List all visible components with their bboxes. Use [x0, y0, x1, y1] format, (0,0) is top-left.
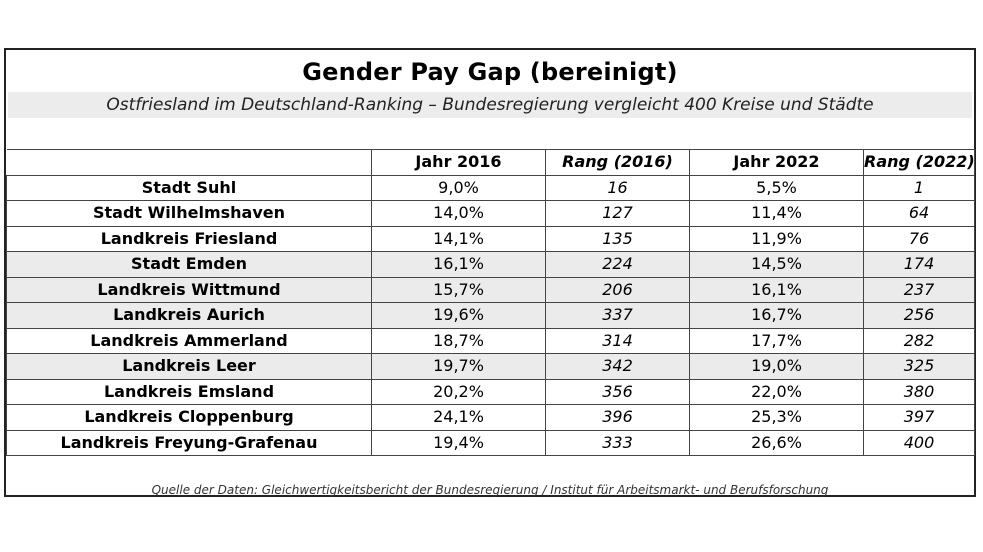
cell-rang-2022: 256 — [863, 302, 975, 329]
table-row: Stadt Suhl 9,0% 16 5,5% 1 — [6, 174, 975, 201]
cell-rang-2016: 333 — [545, 429, 690, 456]
cell-name: Landkreis Leer — [6, 353, 372, 380]
header-jahr-2022: Jahr 2022 — [689, 149, 864, 176]
cell-rang-2016: 342 — [545, 353, 690, 380]
cell-rang-2016: 314 — [545, 327, 690, 354]
cell-jahr-2016: 24,1% — [371, 404, 546, 431]
header-jahr-2016: Jahr 2016 — [371, 149, 546, 176]
cell-rang-2016: 396 — [545, 404, 690, 431]
chart-title: Gender Pay Gap (bereinigt) — [302, 58, 678, 86]
table-row: Landkreis Cloppenburg 24,1% 396 25,3% 397 — [6, 404, 975, 431]
cell-jahr-2022: 17,7% — [689, 327, 864, 354]
cell-rang-2022: 174 — [863, 251, 975, 278]
table-frame: Gender Pay Gap (bereinigt) Ostfriesland … — [4, 48, 976, 497]
cell-rang-2022: 1 — [863, 174, 975, 201]
cell-rang-2022: 400 — [863, 429, 975, 456]
subtitle-band — [8, 92, 972, 118]
cell-jahr-2016: 19,7% — [371, 353, 546, 380]
cell-jahr-2016: 19,6% — [371, 302, 546, 329]
cell-jahr-2022: 22,0% — [689, 378, 864, 405]
cell-jahr-2022: 25,3% — [689, 404, 864, 431]
cell-name: Stadt Suhl — [6, 174, 372, 201]
cell-rang-2022: 76 — [863, 225, 975, 252]
cell-jahr-2016: 15,7% — [371, 276, 546, 303]
cell-rang-2016: 16 — [545, 174, 690, 201]
chart-subtitle: Ostfriesland im Deutschland-Ranking – Bu… — [106, 95, 874, 115]
cell-rang-2022: 325 — [863, 353, 975, 380]
table-row: Landkreis Leer 19,7% 342 19,0% 325 — [6, 353, 975, 380]
cell-name: Landkreis Ammerland — [6, 327, 372, 354]
table-row: Landkreis Ammerland 18,7% 314 17,7% 282 — [6, 327, 975, 354]
table-row: Landkreis Freyung-Grafenau 19,4% 333 26,6% 4… — [6, 429, 975, 456]
header-empty — [6, 149, 372, 176]
cell-jahr-2022: 11,9% — [689, 225, 864, 252]
cell-jahr-2016: 14,0% — [371, 200, 546, 227]
cell-rang-2016: 135 — [545, 225, 690, 252]
cell-rang-2016: 127 — [545, 200, 690, 227]
cell-jahr-2016: 18,7% — [371, 327, 546, 354]
table-row: Landkreis Wittmund 15,7% 206 16,1% 237 — [6, 276, 975, 303]
cell-name: Landkreis Cloppenburg — [6, 404, 372, 431]
cell-jahr-2022: 11,4% — [689, 200, 864, 227]
cell-jahr-2016: 14,1% — [371, 225, 546, 252]
header-rang-2016: Rang (2016) — [545, 149, 690, 176]
cell-jahr-2022: 16,1% — [689, 276, 864, 303]
cell-jahr-2022: 16,7% — [689, 302, 864, 329]
cell-jahr-2022: 14,5% — [689, 251, 864, 278]
table-body: Stadt Suhl 9,0% 16 5,5% 1 Stadt Wilhelmshaven… — [6, 174, 975, 456]
table-row: Stadt Wilhelmshaven 14,0% 127 11,4% 64 — [6, 200, 975, 227]
source-note: Quelle der Daten: Gleichwertigkeitsberic… — [151, 483, 829, 497]
table-header-row: Jahr 2016 Rang (2016) Jahr 2022 Rang (20… — [6, 149, 975, 176]
header-rang-2022: Rang (2022) — [863, 149, 975, 176]
table-row: Landkreis Aurich 19,6% 337 16,7% 256 — [6, 302, 975, 329]
cell-rang-2022: 237 — [863, 276, 975, 303]
table-row: Stadt Emden 16,1% 224 14,5% 174 — [6, 251, 975, 278]
cell-rang-2022: 64 — [863, 200, 975, 227]
cell-jahr-2016: 20,2% — [371, 378, 546, 405]
cell-rang-2022: 282 — [863, 327, 975, 354]
cell-name: Stadt Emden — [6, 251, 372, 278]
cell-name: Landkreis Friesland — [6, 225, 372, 252]
cell-jahr-2016: 16,1% — [371, 251, 546, 278]
cell-rang-2022: 380 — [863, 378, 975, 405]
cell-jahr-2022: 19,0% — [689, 353, 864, 380]
cell-name: Stadt Wilhelmshaven — [6, 200, 372, 227]
cell-rang-2016: 356 — [545, 378, 690, 405]
cell-name: Landkreis Emsland — [6, 378, 372, 405]
table-row: Landkreis Emsland 20,2% 356 22,0% 380 — [6, 378, 975, 405]
cell-rang-2016: 224 — [545, 251, 690, 278]
cell-rang-2016: 206 — [545, 276, 690, 303]
cell-rang-2022: 397 — [863, 404, 975, 431]
cell-name: Landkreis Wittmund — [6, 276, 372, 303]
cell-jahr-2016: 9,0% — [371, 174, 546, 201]
cell-name: Landkreis Aurich — [6, 302, 372, 329]
cell-jahr-2016: 19,4% — [371, 429, 546, 456]
table-row: Landkreis Friesland 14,1% 135 11,9% 76 — [6, 225, 975, 252]
cell-name: Landkreis Freyung-Grafenau — [6, 429, 372, 456]
cell-jahr-2022: 5,5% — [689, 174, 864, 201]
cell-rang-2016: 337 — [545, 302, 690, 329]
gender-pay-gap-table: Jahr 2016 Rang (2016) Jahr 2022 Rang (20… — [6, 149, 975, 456]
cell-jahr-2022: 26,6% — [689, 429, 864, 456]
